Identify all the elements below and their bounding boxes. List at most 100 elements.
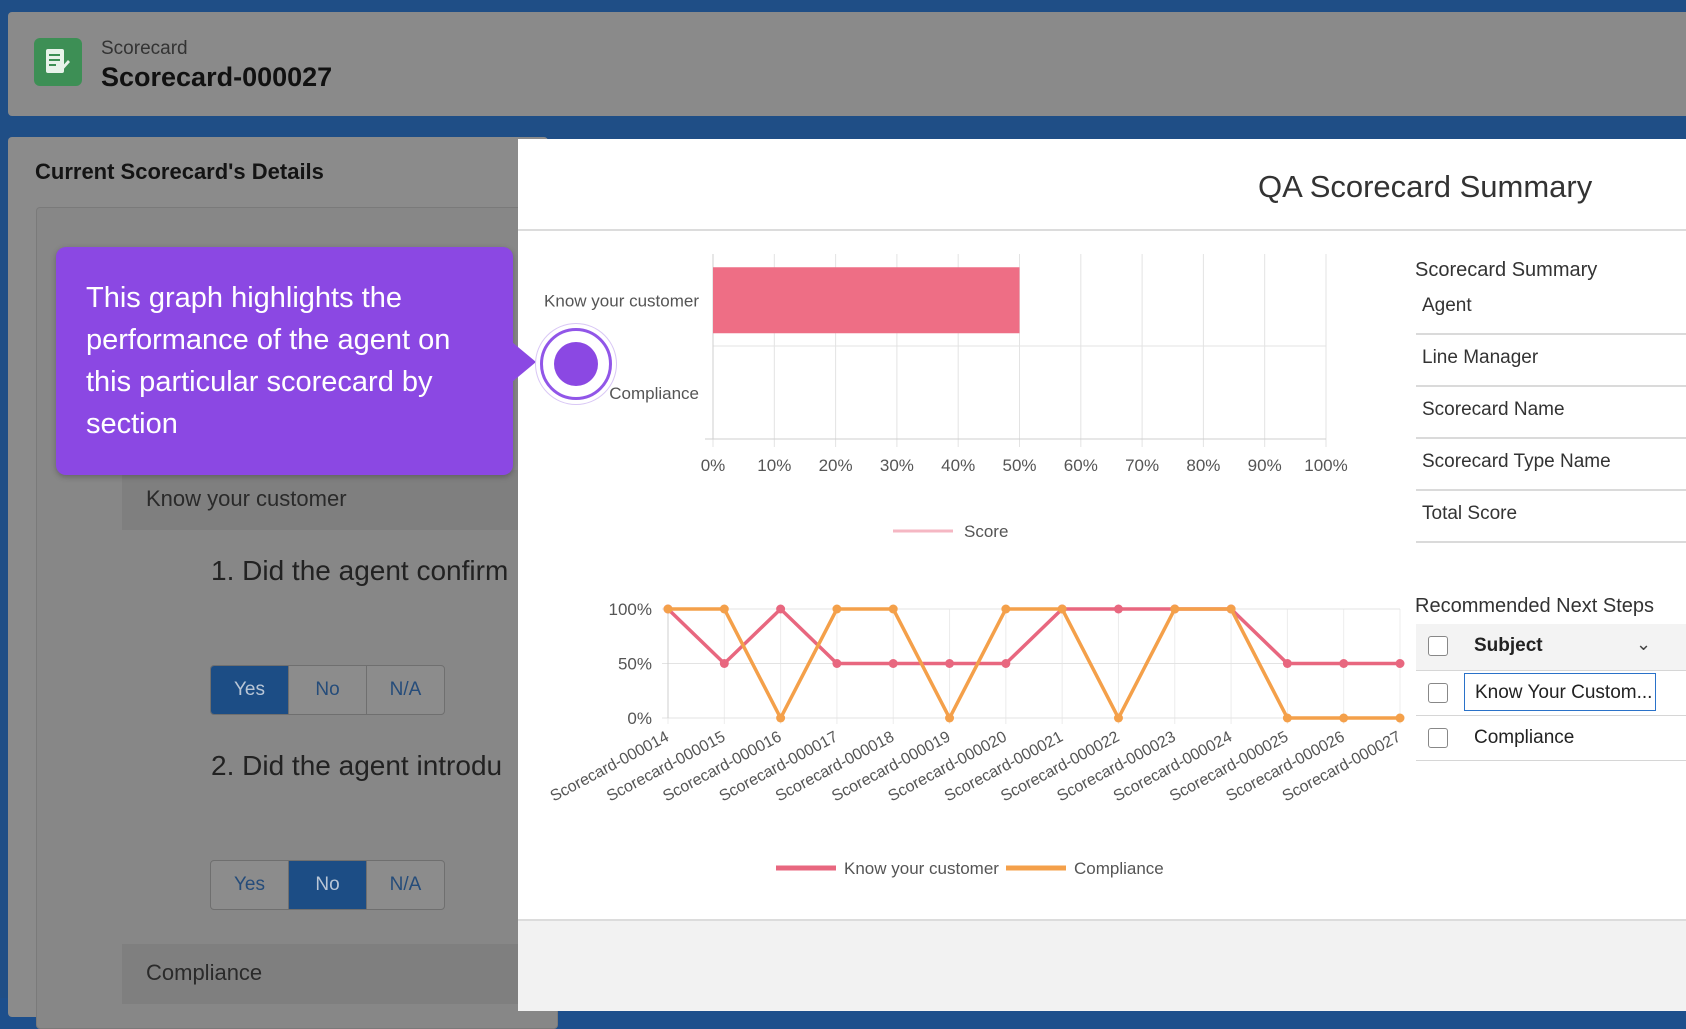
data-point [1395, 713, 1405, 723]
legend-label: Compliance [1074, 859, 1164, 878]
summary-field-label: Scorecard Name [1422, 399, 1565, 420]
table-header-row: Subject ⌄ [1416, 624, 1686, 671]
data-point [1057, 604, 1067, 614]
panel-heading: Current Scorecard's Details [35, 159, 324, 184]
data-point [1339, 659, 1349, 668]
question-text: 2. Did the agent introdu [211, 750, 503, 781]
data-point [1226, 604, 1236, 614]
data-point [1339, 713, 1349, 723]
chevron-down-icon[interactable]: ⌄ [1636, 634, 1652, 654]
x-tick-label: 90% [1248, 456, 1282, 475]
legend-label: Score [964, 522, 1008, 541]
x-tick-label: 60% [1064, 456, 1098, 475]
answer-no-button[interactable]: No [289, 861, 367, 909]
x-tick-label: 70% [1125, 456, 1159, 475]
summary-field: Line Manager [1416, 333, 1686, 387]
data-point [1282, 713, 1292, 723]
summary-modal: QA Scorecard Summary 0% 10% 20% 30% 40% 50% 60… [518, 139, 1686, 919]
data-point [719, 659, 729, 668]
data-point [776, 713, 786, 723]
answer-na-button[interactable]: N/A [389, 679, 422, 700]
series-line [666, 606, 1400, 666]
select-all-checkbox[interactable] [1428, 636, 1448, 656]
data-point [1001, 604, 1011, 614]
summary-field-label: Total Score [1422, 503, 1518, 524]
data-point [663, 604, 673, 614]
answer-toggle-group: Yes No N/A [210, 860, 445, 910]
next-steps-table: Subject ⌄ Know Your Custom... Compliance [1416, 624, 1686, 761]
subject-cell[interactable]: Know Your Custom... [1464, 673, 1656, 711]
summary-field: Scorecard Type Name [1416, 437, 1686, 491]
data-point [832, 604, 842, 614]
callout-text: This graph highlights the performance of… [86, 282, 451, 440]
data-point [1113, 604, 1123, 614]
walkthrough-callout: This graph highlights the performance of… [56, 247, 513, 475]
section-header: Compliance [122, 944, 552, 1004]
answer-na-button[interactable]: N/A [389, 874, 422, 895]
data-point [1170, 604, 1180, 614]
answer-toggle-group: Yes No N/A [210, 665, 445, 715]
summary-field-label: Agent [1422, 295, 1472, 316]
section-label: Compliance [146, 960, 263, 985]
summary-field: Agent [1416, 281, 1686, 335]
data-point [832, 659, 842, 668]
x-tick-label: 0% [701, 456, 726, 475]
x-tick-label: 20% [819, 456, 853, 475]
modal-header: QA Scorecard Summary [518, 139, 1686, 231]
summary-heading: Scorecard Summary [1415, 259, 1598, 281]
legend-label: Know your customer [844, 859, 999, 878]
walkthrough-beacon-icon[interactable] [536, 324, 616, 404]
subject-text: Know Your Custom... [1475, 682, 1653, 703]
section-header: Know your customer [122, 470, 552, 530]
summary-field: Total Score [1416, 489, 1686, 543]
x-tick-label: 40% [941, 456, 975, 475]
scorecard-icon [34, 38, 82, 86]
record-header [8, 12, 1686, 116]
table-row[interactable]: Know Your Custom... [1416, 671, 1686, 716]
section-trend-line-chart: 0%50%100%Scorecard-000014Scorecard-00001… [548, 600, 1405, 878]
series-line [668, 607, 1400, 722]
answer-yes-button[interactable]: Yes [211, 666, 289, 714]
data-point [1395, 659, 1405, 668]
data-point [776, 604, 786, 614]
x-tick-label: 50% [1002, 456, 1036, 475]
row-checkbox[interactable] [1428, 728, 1448, 748]
summary-field: Scorecard Name [1416, 385, 1686, 439]
x-tick-label: 80% [1186, 456, 1220, 475]
record-type-label: Scorecard [101, 38, 188, 59]
x-tick-label: 100% [1304, 456, 1347, 475]
table-row[interactable]: Compliance [1416, 716, 1686, 761]
section-score-bar-chart: 0% 10% 20% 30% 40% 50% 60% 70% 80% 90% 100% Know yo… [544, 254, 1348, 541]
question-text: 1. Did the agent confirm [211, 555, 509, 586]
bar [713, 267, 1020, 334]
y-tick-label: 50% [618, 655, 652, 674]
y-tick-label: 0% [627, 709, 652, 728]
data-point [1113, 713, 1123, 723]
answer-yes-button[interactable]: Yes [211, 861, 289, 909]
data-point [945, 659, 955, 668]
y-category-label: Compliance [609, 384, 699, 403]
modal-title: QA Scorecard Summary [1258, 169, 1593, 204]
callout-pointer [512, 342, 536, 382]
section-label: Know your customer [146, 486, 347, 511]
data-point [888, 604, 898, 614]
data-point [888, 659, 898, 668]
data-point [945, 713, 955, 723]
y-tick-label: 100% [609, 600, 652, 619]
x-tick-label: 10% [757, 456, 791, 475]
next-steps-heading: Recommended Next Steps [1415, 595, 1655, 617]
column-header-subject[interactable]: Subject [1474, 635, 1543, 656]
data-point [1001, 659, 1011, 668]
modal-footer [518, 919, 1686, 1011]
row-checkbox[interactable] [1428, 683, 1448, 703]
record-title: Scorecard-000027 [101, 62, 333, 92]
summary-field-label: Line Manager [1422, 347, 1539, 368]
subject-text: Compliance [1474, 727, 1575, 748]
data-point [719, 604, 729, 614]
data-point [1282, 659, 1292, 668]
answer-no-button[interactable]: No [289, 666, 367, 714]
summary-field-label: Scorecard Type Name [1422, 451, 1611, 472]
x-tick-label: 30% [880, 456, 914, 475]
charts-area: 0% 10% 20% 30% 40% 50% 60% 70% 80% 90% 100% Know yo… [544, 254, 1405, 878]
y-category-label: Know your customer [544, 291, 699, 310]
